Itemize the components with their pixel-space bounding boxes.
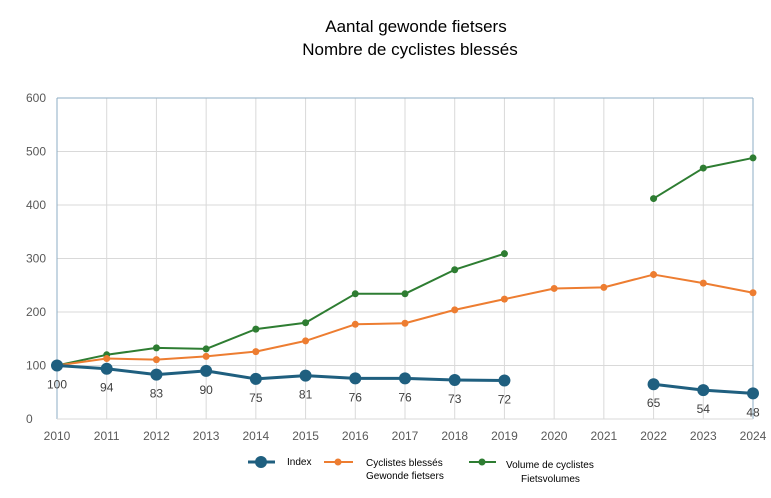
x-tick-label: 2013 [193,429,220,443]
volume-legend-label: Volume de cyclistes [506,460,594,471]
chart-title-line-1: Aantal gewonde fietsers [325,17,506,36]
injured-point [500,295,508,303]
volume-legend-label-line-2: Fietsvolumes [521,474,580,485]
x-tick-label: 2010 [44,429,71,443]
index-data-label: 90 [199,383,213,397]
x-tick-label: 2019 [491,429,518,443]
index-point [299,369,312,382]
x-tick-label: 2024 [740,429,767,443]
legend: Index Cyclistes blessés Gewonde fietsers Vo… [248,456,594,485]
volume-point [749,154,757,162]
index-data-label: 76 [349,390,363,404]
chart-title-line-2: Nombre de cyclistes blessés [302,40,517,59]
index-data-label: 75 [249,391,263,405]
volume-point [699,164,707,172]
injured-point [202,352,210,360]
injured-point [302,337,310,345]
index-legend-marker [255,456,267,468]
volume-point [401,290,409,298]
index-legend-label: Index [287,457,311,468]
index-point [697,384,710,397]
x-tick-label: 2021 [591,429,618,443]
y-tick-label: 600 [26,91,46,105]
volume-point [202,345,210,353]
volume-point [252,325,260,333]
index-point [498,374,511,387]
x-tick-label: 2015 [292,429,319,443]
volume-point [650,195,658,203]
index-data-label: 54 [697,402,711,416]
x-tick-label: 2020 [541,429,568,443]
volume-point [500,250,508,258]
index-data-label: 94 [100,381,114,395]
injured-point [699,279,707,287]
grid [57,97,753,419]
index-point [647,378,660,391]
index-data-label: 83 [150,387,164,401]
y-tick-label: 300 [26,252,46,266]
x-tick-label: 2012 [143,429,170,443]
index-point [249,372,262,385]
x-tick-label: 2017 [392,429,419,443]
volume-point [351,290,359,298]
injured-point [650,271,658,279]
index-point [399,372,411,385]
injured-point [600,283,608,291]
y-tick-label: 200 [26,305,46,319]
series [51,154,759,400]
y-tick-label: 100 [26,359,46,373]
index-point [200,364,213,377]
volume-point [451,266,459,274]
x-tick-label: 2011 [94,429,120,443]
axes: 0 100 200 300 400 500 600 2010 2011 2012 2013 2014 2… [26,91,767,443]
y-tick-label: 0 [26,412,33,426]
injured-point [152,356,160,364]
index-point [150,368,163,381]
index-point [448,373,461,386]
injured-point [401,319,409,327]
index-point [100,362,113,375]
data-labels: 100 94 83 90 75 81 76 76 73 72 65 54 48 [47,378,760,420]
injured-legend-label: Cyclistes blessés [366,458,443,469]
index-data-label: 81 [299,388,313,402]
index-point [349,372,362,385]
index-point [747,387,759,400]
index-point [51,359,63,372]
x-tick-label: 2018 [441,429,468,443]
x-tick-label: 2022 [640,429,667,443]
volume-point [152,344,160,352]
injured-point [451,306,459,314]
index-data-label: 72 [498,392,512,406]
injured-legend-marker [334,458,342,466]
y-tick-label: 500 [26,145,46,159]
volume-series-line [56,252,505,367]
x-tick-label: 2014 [243,429,270,443]
index-series-line [56,364,505,382]
index-data-label: 73 [448,392,462,406]
injured-point [252,348,260,356]
x-tick-label: 2023 [690,429,717,443]
injured-point [103,355,111,363]
y-tick-label: 400 [26,198,46,212]
injured-point [749,289,757,297]
injured-legend-label-line-2: Gewonde fietsers [366,471,444,482]
index-data-label: 65 [647,396,661,410]
injured-point [550,284,558,292]
index-data-label: 48 [746,405,760,419]
index-data-label: 100 [47,378,67,392]
injured-point [351,320,359,328]
volume-legend-marker [478,458,486,466]
volume-point [302,319,310,327]
x-tick-label: 2016 [342,429,369,443]
index-data-label: 76 [398,390,412,404]
